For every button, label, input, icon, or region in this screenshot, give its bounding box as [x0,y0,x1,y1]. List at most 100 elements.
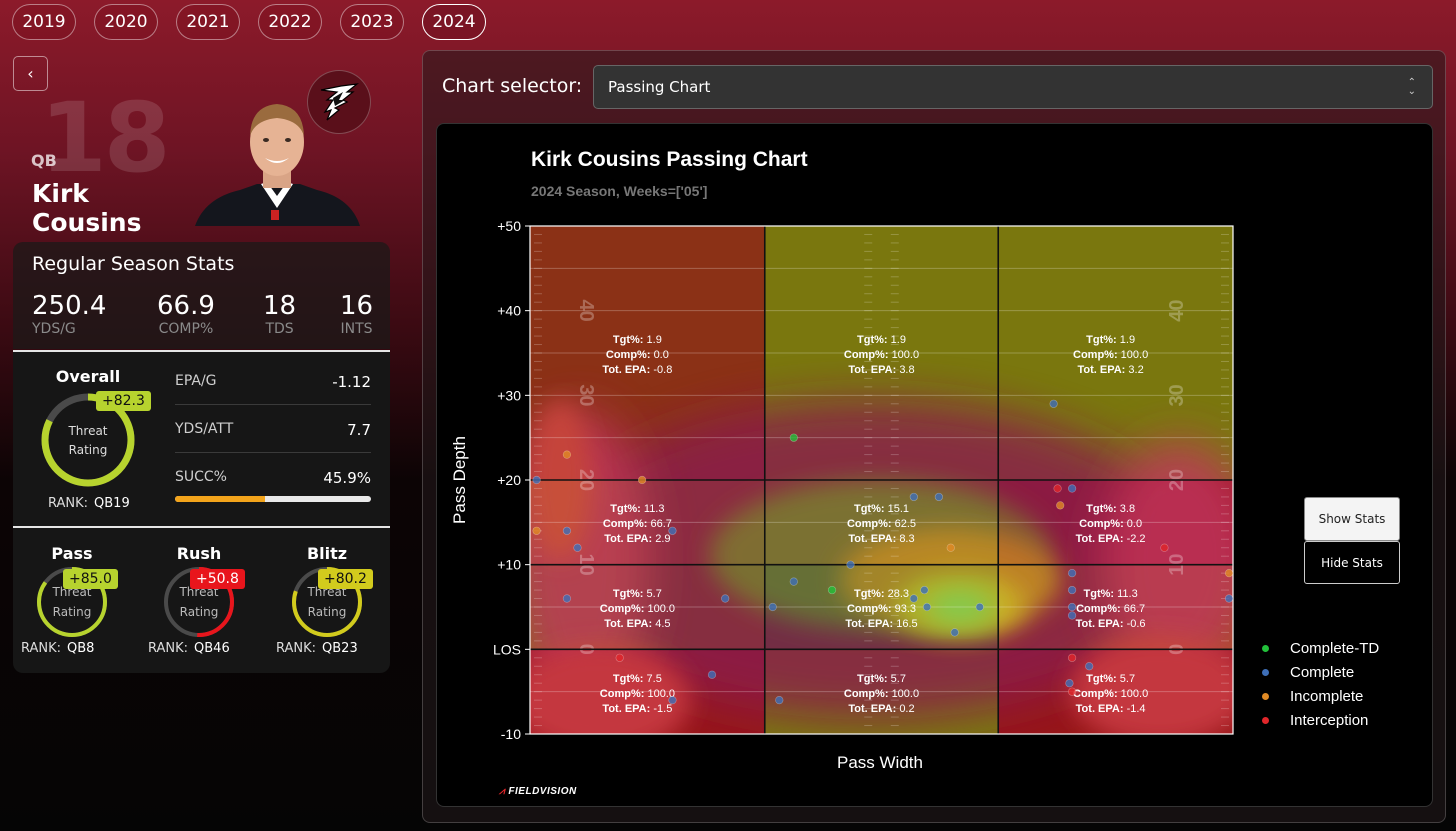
player-name: Kirk Cousins [32,179,142,237]
zone-stat-value: 5.7 [891,673,906,685]
pass-point-incomplete [946,543,955,552]
density-contours [530,400,1233,734]
pass-point-incomplete [532,526,541,535]
pass-point-complete [922,602,932,612]
zone-stat-label: Tgt%: [613,673,644,685]
zone-stat-epa: Tot. EPA: -1.5 [602,703,672,715]
zone-stat-label: Comp%: [600,688,645,700]
pass-point-complete [920,585,929,595]
rating-title-rush: Rush [176,544,222,563]
stat-ints: 16 INTS [340,292,373,337]
year-tab-2024[interactable]: 2024 [422,4,486,40]
zone-stat-tgt: Tgt%: 11.3 [1084,588,1138,600]
pass-point-complete-td [789,433,798,442]
pass-point-incomplete [1056,501,1065,510]
year-tab-2020[interactable]: 2020 [94,4,158,40]
zone-stat-value: 100.0 [1121,349,1149,361]
pass-point-complete [562,526,572,535]
zone-stat-epa: Tot. EPA: 2.9 [604,533,670,545]
zone-stat-value: 1.9 [647,334,662,346]
zone-stat-label: Tgt%: [1086,673,1117,685]
pass-point-complete [975,602,984,612]
zone-stat-value: 5.7 [647,588,662,600]
y-tick-label: LOS [493,641,521,657]
zone-stat-value: 0.0 [1127,518,1142,530]
fv-mark-icon: ⩘ [499,786,509,797]
zone-stat-value: 3.8 [1120,503,1135,515]
stat-yds-per-game: 250.4 YDS/G [32,292,106,337]
zone-stat-comp: Comp%: 100.0 [844,349,919,361]
year-tab-2019[interactable]: 2019 [12,4,76,40]
year-tab-2023[interactable]: 2023 [340,4,404,40]
year-tab-2021[interactable]: 2021 [176,4,240,40]
hide-stats-button[interactable]: Hide Stats [1304,541,1400,584]
metric-value: 45.9% [323,469,371,487]
stat-label: YDS/G [32,321,76,337]
pass-point-complete [775,696,784,705]
legend-dot-icon [1262,668,1269,676]
zone-stat-tgt: Tgt%: 1.9 [857,334,906,346]
zone-stat-comp: Comp%: 66.7 [603,518,672,530]
pass-point-complete [909,492,918,502]
legend-dot-icon [1262,692,1269,700]
legend-label: Complete [1290,663,1355,681]
zone-stat-value: 11.3 [644,503,665,515]
zone-stat-label: Comp%: [1076,603,1121,615]
zone-stat-value: 3.2 [1128,364,1143,376]
player-headshot [195,104,360,226]
zone-stat-value: 1.9 [1120,334,1135,346]
pass-point-complete [950,628,959,637]
year-tab-2022[interactable]: 2022 [258,4,322,40]
legend-dot-icon [1262,644,1269,652]
gauge-line1: Threat [67,424,107,438]
zone-stat-value: 0.2 [899,703,914,715]
chart-subtitle: 2024 Season, Weeks=['05'] [531,183,708,199]
zone-stat-value: -2.2 [1127,533,1146,545]
zone-stat-label: Tot. EPA: [604,618,652,630]
zone-stat-label: Comp%: [1073,349,1118,361]
pass-point-incomplete [638,475,647,485]
stat-tds: 18 TDS [263,292,296,337]
zone-stat-value: 100.0 [1121,688,1149,700]
overall-rank: RANK: QB19 [48,496,130,511]
zone-stat-value: 28.3 [888,588,909,600]
zone-stat-label: Tot. EPA: [602,703,650,715]
zone-stat-comp: Comp%: 66.7 [1076,603,1145,615]
zone-stat-label: Tot. EPA: [1076,618,1124,630]
zone-stat-label: Comp%: [1079,518,1124,530]
stat-label: TDS [265,321,294,337]
season-stats-title: Regular Season Stats [32,253,235,275]
legend-item: Complete-TD [1262,636,1379,660]
pass-rank: RANK: QB8 [21,641,94,656]
back-button[interactable]: ‹ [13,56,48,91]
overall-gauge: Threat Rating [41,393,135,487]
x-axis-label: Pass Width [837,753,923,772]
pass-point-complete [1085,662,1094,671]
zone-stat-epa: Tot. EPA: 3.8 [848,364,914,376]
zone-stat-value: 8.3 [899,533,914,545]
zone-stat-value: 62.5 [895,518,916,530]
zone-stat-tgt: Tgt%: 28.3 [854,588,909,600]
metric-value: -1.12 [332,373,371,391]
divider [13,526,390,528]
zone-stat-value: 66.7 [651,518,672,530]
zone-stat-epa: Tot. EPA: -2.2 [1076,533,1146,545]
zone-stat-comp: Comp%: 100.0 [600,688,675,700]
metric-label: YDS/ATT [175,421,234,437]
metric-label: EPA/G [175,373,217,389]
zone-stat-label: Comp%: [606,349,651,361]
pass-point-complete [1067,484,1077,493]
rating-title-pass: Pass [51,544,93,563]
zone-stat-value: 100.0 [647,603,675,615]
chart-selector-dropdown[interactable]: Passing Chart ⌃ ⌄ [593,65,1433,109]
zone-stat-value: 16.5 [896,618,917,630]
season-stats-card: Regular Season Stats 250.4 YDS/G 66.9 CO… [13,242,390,349]
pass-point-complete [768,602,777,612]
chart-legend: Complete-TD Complete Incomplete Interceptio… [1262,636,1379,732]
y-tick-label: +40 [497,303,521,319]
pass-point-interception [1053,484,1062,493]
zone-stat-value: 93.3 [895,603,916,615]
zone-stat-label: Tgt%: [1084,588,1115,600]
zone-stat-epa: Tot. EPA: -1.4 [1076,703,1146,715]
show-stats-button[interactable]: Show Stats [1304,497,1400,541]
